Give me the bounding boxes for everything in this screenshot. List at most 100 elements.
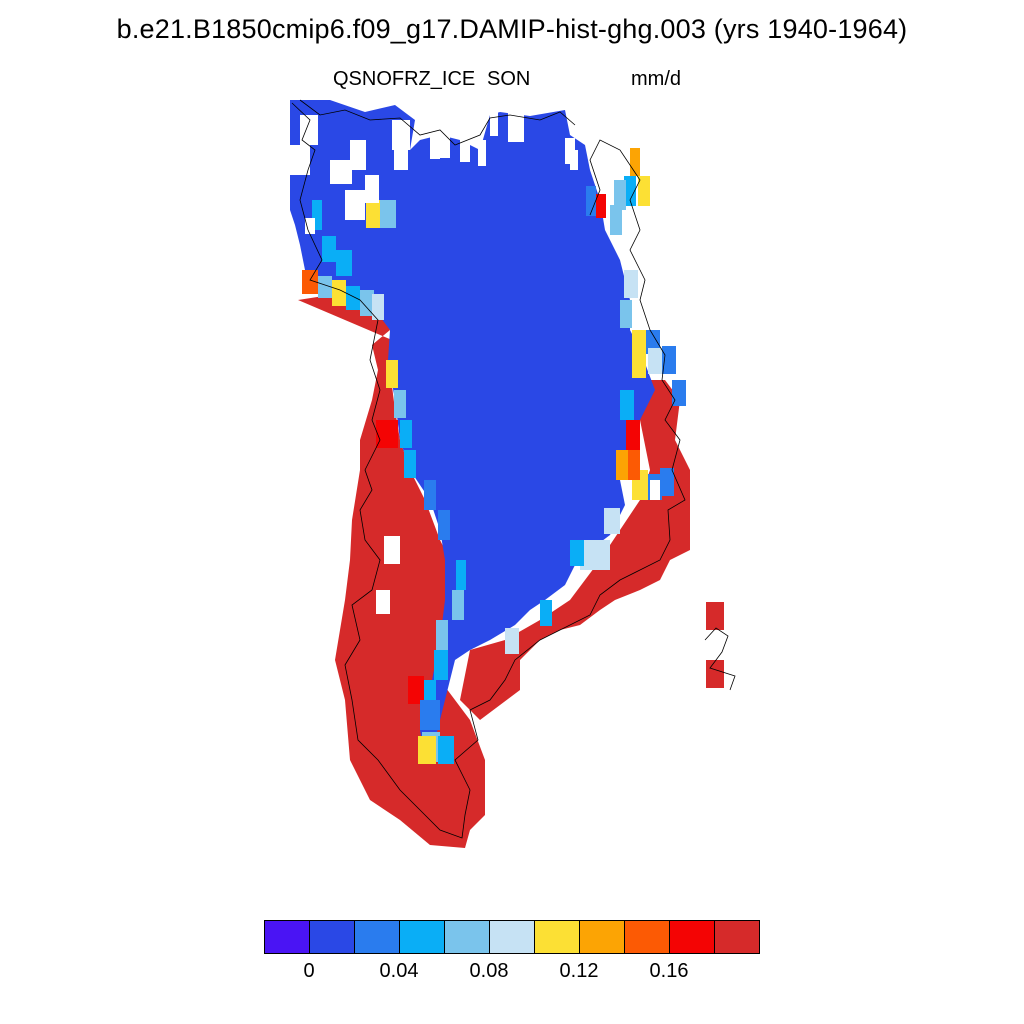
map-cell (626, 420, 640, 450)
greenland-map (290, 99, 736, 848)
map-cell (604, 508, 620, 534)
map-cell (624, 270, 638, 298)
map-cell (616, 450, 628, 480)
map-cell (436, 620, 448, 650)
map-cell (620, 390, 634, 420)
map-cell (336, 250, 352, 276)
missing-cell (440, 132, 450, 158)
coastline (291, 99, 736, 839)
figure-title: b.e21.B1850cmip6.f09_g17.DAMIP-hist-ghg.… (116, 14, 908, 44)
map-cell (394, 390, 406, 418)
colorbar-tick-label: 0.08 (469, 960, 509, 982)
map-cell (540, 600, 552, 626)
map-cell (408, 676, 424, 704)
mixed-value-cells (302, 148, 686, 764)
map-cell (418, 736, 436, 764)
map-cell (648, 348, 662, 374)
colorbar-tick-label: 0.16 (649, 960, 689, 982)
missing-cell (460, 138, 470, 162)
map-cell (570, 540, 584, 566)
map-cell (630, 148, 640, 176)
map-cell (452, 590, 464, 620)
map-cell (420, 700, 440, 730)
map-cell (312, 200, 322, 230)
east-island-fill-2 (706, 660, 724, 688)
coastline-north (299, 99, 576, 146)
missing-cell (430, 135, 440, 159)
map-cell (626, 450, 640, 480)
map-cell (434, 650, 448, 680)
ice-sheet-fill (290, 100, 655, 760)
missing-cell (478, 140, 486, 166)
missing-cell (330, 160, 352, 184)
coastline-west (291, 102, 686, 839)
map-cell (620, 300, 632, 328)
map-cell (614, 180, 626, 210)
missing-cell (490, 112, 498, 136)
colorbar-box (444, 920, 490, 954)
map-cell (386, 360, 398, 388)
map-cell (318, 276, 332, 298)
colorbar-box (624, 920, 670, 954)
colorbar-tick-label: 0.12 (559, 960, 599, 982)
map-cell (424, 480, 436, 510)
colorbar-box (354, 920, 400, 954)
colorbar-box (579, 920, 625, 954)
map-cell (438, 736, 454, 764)
missing-cell (508, 112, 516, 142)
colorbar-box (534, 920, 580, 954)
missing-cell (394, 150, 408, 170)
colorbar (264, 920, 760, 954)
missing-cell (290, 145, 310, 175)
map-cell (346, 286, 360, 310)
missing-cell (345, 190, 365, 220)
map-cell (438, 510, 450, 540)
units-label: mm/d (631, 68, 681, 90)
map-cell (660, 468, 674, 496)
map-cell (586, 186, 596, 216)
missing-cell (570, 150, 578, 170)
map-cell (372, 294, 384, 320)
colorbar-box (489, 920, 535, 954)
map-cell (662, 346, 676, 374)
map-cell (596, 194, 606, 218)
coastline-east-island (704, 627, 736, 691)
map-cell (380, 200, 396, 228)
missing-value-cells (290, 112, 660, 614)
missing-cell (620, 140, 630, 166)
map-cell (580, 540, 610, 570)
ice-interior-region (290, 100, 655, 760)
missing-cell (376, 590, 390, 614)
map-cell (332, 280, 346, 306)
map-cell (632, 330, 646, 356)
missing-cell (350, 140, 366, 170)
missing-cell (300, 115, 318, 145)
map-cell (505, 628, 519, 654)
missing-cell (650, 480, 660, 500)
map-cell (624, 176, 636, 206)
colorbar-box (309, 920, 355, 954)
map-cell (376, 420, 398, 448)
colorbar-box (264, 920, 310, 954)
map-cell (638, 176, 650, 206)
map-cell (672, 380, 686, 406)
season-label: SON (487, 68, 531, 90)
map-cell (302, 270, 318, 294)
map-cell (400, 420, 412, 448)
colorbar-box (669, 920, 715, 954)
map-cell (366, 200, 382, 228)
missing-cell (384, 536, 400, 564)
colorbar-tick-label: 0.04 (379, 960, 419, 982)
map-cell (322, 236, 336, 262)
map-cell (404, 450, 416, 478)
map-cell (610, 205, 622, 235)
map-cell (632, 352, 646, 378)
east-island-fill-1 (706, 602, 724, 630)
variable-label: QSNOFRZ_ICE (333, 68, 476, 90)
map-cell (456, 560, 466, 590)
missing-cell (365, 175, 379, 203)
colorbar-box (714, 920, 760, 954)
colorbar-box (399, 920, 445, 954)
map-cell (360, 290, 374, 316)
missing-cell (392, 120, 410, 150)
